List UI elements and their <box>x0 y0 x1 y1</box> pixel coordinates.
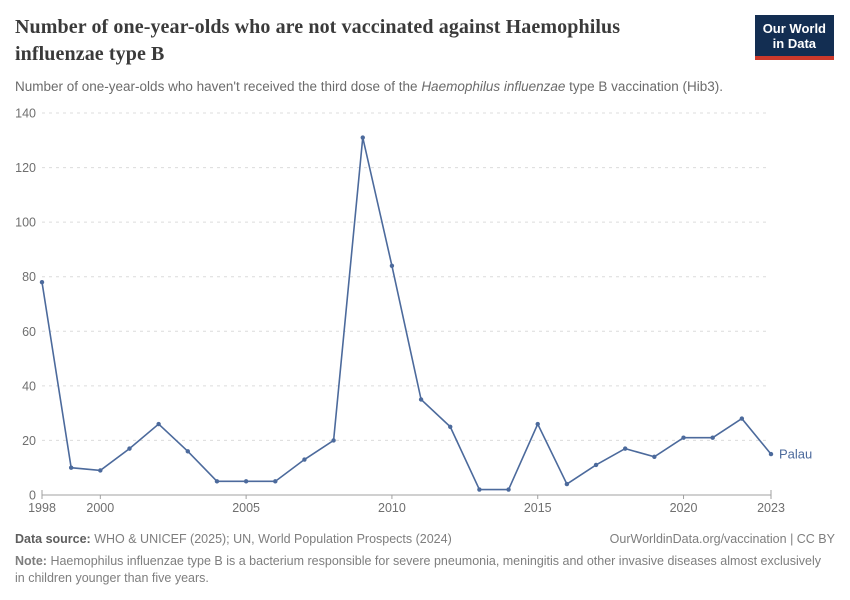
chart-subtitle: Number of one-year-olds who haven't rece… <box>15 79 835 94</box>
data-point-marker <box>389 263 395 268</box>
data-point-marker <box>39 279 45 285</box>
data-point-marker <box>681 435 686 440</box>
subtitle-italic-text: Haemophilus influenzae <box>421 79 566 94</box>
x-axis-tick-label: 2020 <box>670 501 698 515</box>
license-link[interactable]: OurWorldinData.org/vaccination | CC BY <box>609 532 835 546</box>
line-chart: 0 20 40 60 80 100 120 140 1998 2000 2005 2010 2015 20… <box>15 107 812 516</box>
data-point-marker <box>127 446 132 451</box>
data-point-marker <box>68 465 74 470</box>
data-source-value: WHO & UNICEF (2025); UN, World Populatio… <box>94 532 452 546</box>
data-point-marker <box>623 446 628 451</box>
y-axis-tick-label: 40 <box>22 379 36 393</box>
data-point-marker <box>302 457 307 462</box>
series-line <box>41 137 772 491</box>
x-axis-tick-label: 2015 <box>524 501 552 515</box>
data-point-marker <box>710 435 715 440</box>
data-point-marker <box>564 481 570 487</box>
subtitle-text-after: type B vaccination (Hib3). <box>565 79 723 94</box>
y-axis-tick-label: 100 <box>15 216 36 230</box>
data-point-marker <box>360 135 365 140</box>
chart-title: Number of one-year-olds who are not vacc… <box>15 16 621 65</box>
data-point-marker <box>98 468 103 473</box>
owid-logo[interactable]: Our World in Data <box>754 15 834 60</box>
x-axis-tick-label: 2005 <box>232 501 260 515</box>
data-point-marker <box>593 462 599 468</box>
y-axis-tick-label: 80 <box>22 270 36 284</box>
y-axis-tick-label: 140 <box>15 107 36 121</box>
chart-note: Note: Haemophilus influenzae type B is a… <box>15 553 830 587</box>
y-axis-tick-label: 120 <box>15 161 36 175</box>
y-axis-tick-label: 60 <box>22 325 36 339</box>
series-entity-label: Palau <box>779 447 812 462</box>
data-point-marker <box>768 451 774 457</box>
chart-footer: Data source: WHO & UNICEF (2025); UN, Wo… <box>15 531 835 548</box>
x-axis-tick-label: 2023 <box>757 501 785 515</box>
x-axis-tick-label: 1998 <box>28 501 56 515</box>
note-label: Note: <box>15 554 47 568</box>
data-point-marker <box>477 487 482 492</box>
data-point-marker <box>156 421 161 427</box>
data-point-marker <box>506 487 511 492</box>
data-point-marker <box>273 479 278 484</box>
data-point-marker <box>243 479 249 484</box>
data-source-label: Data source: <box>15 532 91 546</box>
data-point-marker <box>418 397 424 402</box>
data-point-marker <box>185 449 190 454</box>
data-source-line: Data source: WHO & UNICEF (2025); UN, Wo… <box>15 531 452 548</box>
data-point-marker <box>331 438 336 443</box>
y-axis-tick-label: 20 <box>22 434 36 448</box>
subtitle-text: Number of one-year-olds who haven't rece… <box>15 79 422 94</box>
note-value: Haemophilus influenzae type B is a bacte… <box>15 554 821 585</box>
x-axis-tick-label: 2000 <box>86 501 114 515</box>
data-point-marker <box>739 416 745 421</box>
owid-logo-line2: in Data <box>772 36 817 51</box>
y-axis-tick-label: 0 <box>29 489 36 503</box>
data-point-marker <box>214 479 220 484</box>
data-point-marker <box>448 424 453 429</box>
data-point-marker <box>652 454 657 459</box>
data-point-marker <box>535 421 540 427</box>
x-axis-tick-label: 2010 <box>378 501 406 515</box>
owid-logo-line1: Our World <box>762 21 826 36</box>
